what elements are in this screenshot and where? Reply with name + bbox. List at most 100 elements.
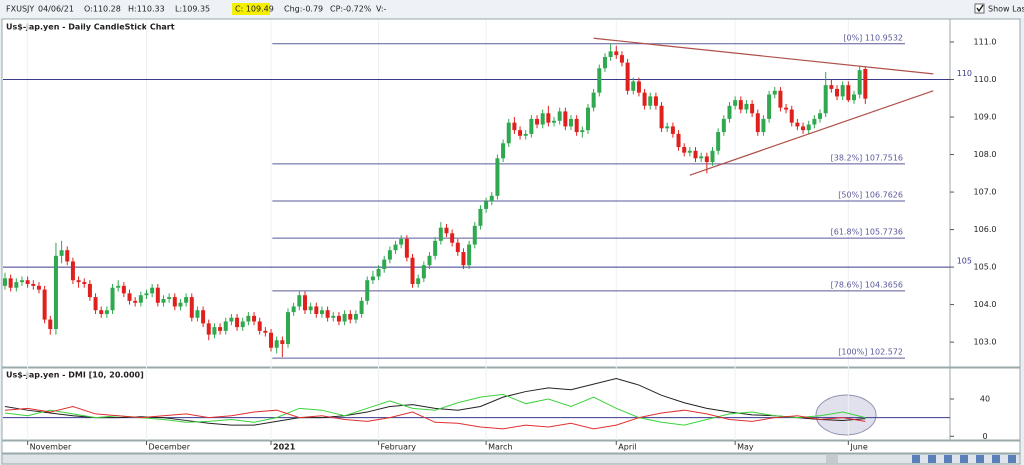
candle-body <box>438 227 443 241</box>
x-tick-label: December <box>149 443 191 452</box>
candle-body <box>359 300 364 314</box>
candle-body <box>399 238 404 245</box>
fib-label: [50%] 106.7626 <box>838 190 903 199</box>
zoom-button[interactable] <box>960 455 968 463</box>
candle-body <box>614 51 619 56</box>
candle-body <box>195 310 200 318</box>
candle-body <box>444 227 449 234</box>
candle-body <box>48 319 53 329</box>
zoom-button[interactable] <box>912 455 920 463</box>
candle-body <box>382 259 387 269</box>
candle-body <box>104 310 109 314</box>
candle-body <box>416 278 421 284</box>
candle-body <box>580 130 585 133</box>
candle-body <box>212 327 217 335</box>
candle-body <box>812 118 817 125</box>
y-tick-label: 110.0 <box>974 75 997 84</box>
candle-body <box>93 297 98 311</box>
candle-body <box>574 118 579 133</box>
candle-body <box>823 85 828 114</box>
candle-body <box>744 103 749 110</box>
y-tick-label: 109.0 <box>974 113 997 122</box>
candle-body <box>376 268 381 277</box>
candle-body <box>835 88 840 97</box>
candle-body <box>3 278 7 286</box>
candle-body <box>223 321 228 331</box>
candle-body <box>636 81 641 93</box>
candle-body <box>863 69 868 99</box>
candle-body <box>557 111 562 121</box>
candle-body <box>291 306 296 313</box>
candle-body <box>14 282 19 288</box>
x-axis-band <box>1 440 1021 454</box>
dmi-title: Us$-jap.yen - DMI [10, 20.000] <box>6 371 144 380</box>
candle-body <box>127 293 132 301</box>
zoom-button[interactable] <box>928 455 936 463</box>
zoom-button[interactable] <box>944 455 952 463</box>
candle-body <box>19 280 24 283</box>
candle-body <box>597 68 602 93</box>
candle-body <box>676 133 681 148</box>
scroll-thumb[interactable] <box>826 455 838 463</box>
candle-body <box>857 70 862 95</box>
open: O:110.28 <box>84 5 121 14</box>
candle-body <box>506 122 511 144</box>
candle-body <box>721 118 726 133</box>
candle-body <box>172 297 177 307</box>
change-pct: CP:-0.72% <box>330 5 372 14</box>
candle-body <box>353 313 358 320</box>
y-tick-label: 104.0 <box>974 300 997 309</box>
y-tick-label: 111.0 <box>974 38 997 47</box>
candle-body <box>53 255 58 329</box>
candle-body <box>478 208 483 226</box>
candle-body <box>82 282 87 284</box>
toolbar-buttons <box>912 455 1016 463</box>
candle-body <box>252 315 257 322</box>
high: H:110.33 <box>128 5 165 14</box>
scrollbar[interactable] <box>1 453 1021 465</box>
fib-label: [61.8%] 105.7736 <box>831 228 903 237</box>
y-tick-label: 108.0 <box>974 150 997 159</box>
candle-body <box>591 92 596 108</box>
candle-body <box>70 261 75 281</box>
candle-body <box>144 293 149 296</box>
candle-body <box>8 278 13 288</box>
x-tick-label: June <box>849 443 868 452</box>
change: Chg:-0.79 <box>284 5 323 14</box>
candle-body <box>87 283 92 298</box>
candle-body <box>518 130 523 136</box>
candle-body <box>585 107 590 131</box>
candle-body <box>218 327 223 331</box>
highlight-ellipse <box>815 394 877 436</box>
y-tick-label: 0 <box>982 432 987 441</box>
candle-body <box>699 156 704 159</box>
candle-body <box>846 85 851 101</box>
candle-body <box>693 150 698 159</box>
show-last-checkbox[interactable] <box>974 3 985 14</box>
x-tick-label: February <box>381 443 417 452</box>
date: 04/06/21 <box>38 5 74 14</box>
close: C: 109.49 <box>235 5 274 14</box>
candle-body <box>393 244 398 251</box>
zoom-button[interactable] <box>992 455 1000 463</box>
candle-body <box>546 113 551 123</box>
candle-body <box>331 315 336 318</box>
candle-body <box>427 255 432 266</box>
candle-body <box>297 295 302 307</box>
candle-body <box>619 55 624 63</box>
zoom-button[interactable] <box>1008 455 1016 463</box>
candle-body <box>755 113 760 133</box>
candle-body <box>472 225 477 245</box>
candle-body <box>840 85 845 97</box>
show-last-label[interactable]: Show Last <box>988 5 1024 14</box>
candle-body <box>342 313 347 322</box>
candle-body <box>201 310 206 324</box>
candle-body <box>116 285 121 288</box>
y-tick-label: 40 <box>980 395 990 404</box>
candle-body <box>529 118 534 134</box>
candle-body <box>540 113 545 125</box>
zoom-button[interactable] <box>976 455 984 463</box>
level-label: 110 <box>957 69 972 78</box>
x-tick-label: November <box>30 443 72 452</box>
